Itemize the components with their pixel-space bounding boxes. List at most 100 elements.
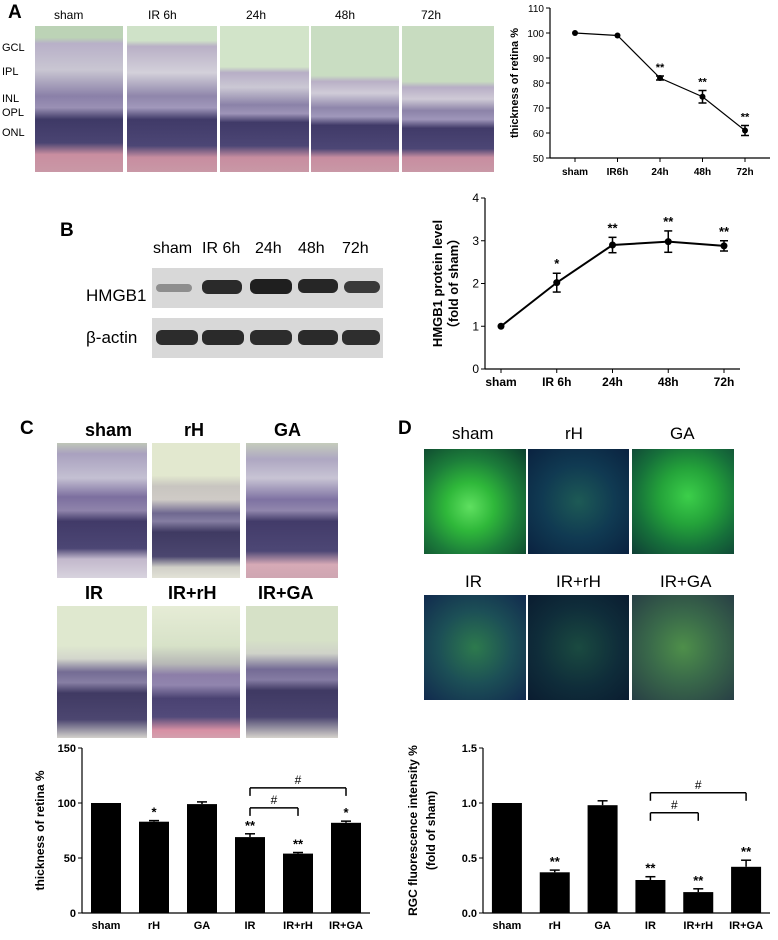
histology-image-ir-rh bbox=[152, 606, 240, 738]
y-tick-label: 1.0 bbox=[462, 798, 477, 810]
significance-label: * bbox=[554, 256, 560, 271]
data-point bbox=[699, 93, 706, 100]
x-tick-label: sham bbox=[92, 920, 121, 932]
blot-band bbox=[156, 330, 198, 345]
significance-label: * bbox=[151, 805, 157, 820]
comparison-label: # bbox=[271, 793, 278, 807]
western-blot-beta-actin bbox=[152, 318, 383, 358]
y-tick-label: 100 bbox=[527, 29, 544, 40]
band-label-beta-actin: β-actin bbox=[86, 328, 138, 347]
data-point bbox=[720, 242, 728, 250]
x-tick-label: rH bbox=[549, 920, 561, 932]
y-tick-label: 0 bbox=[70, 908, 76, 920]
histology-image-ir6h bbox=[127, 26, 217, 172]
x-tick-label: IR6h bbox=[607, 167, 629, 178]
data-point bbox=[614, 32, 621, 39]
y-tick-label: 3 bbox=[472, 234, 479, 248]
fluorescence-image-sham bbox=[424, 449, 526, 554]
histology-image-ga bbox=[246, 443, 338, 578]
lane-label-sham: sham bbox=[153, 240, 193, 257]
y-tick-label: 50 bbox=[533, 154, 545, 165]
western-blot-hmgb1 bbox=[152, 268, 383, 308]
layer-label-gcl: GCL bbox=[2, 42, 25, 54]
panel-d-label-sham: sham bbox=[452, 424, 494, 443]
blot-band bbox=[250, 279, 292, 294]
blot-band bbox=[250, 330, 292, 345]
x-tick-label: IR+rH bbox=[283, 920, 313, 932]
x-tick-label: GA bbox=[194, 920, 211, 932]
panel-c-label-sham: sham bbox=[85, 420, 133, 440]
y-tick-label: 110 bbox=[528, 4, 544, 15]
y-tick-label: 0 bbox=[472, 362, 479, 376]
histology-image-48h bbox=[311, 26, 399, 172]
y-tick-label: 1 bbox=[472, 319, 479, 333]
blot-band bbox=[202, 280, 242, 294]
data-point bbox=[497, 322, 505, 330]
significance-label: * bbox=[343, 805, 349, 820]
x-tick-label: rH bbox=[148, 920, 160, 932]
y-tick-label: 100 bbox=[58, 798, 76, 810]
data-point bbox=[664, 238, 672, 246]
blot-band bbox=[202, 330, 244, 345]
significance-label: ** bbox=[693, 873, 704, 888]
y-tick-label: 50 bbox=[64, 853, 76, 865]
bar bbox=[331, 822, 361, 913]
bar bbox=[491, 803, 522, 913]
panel-a-letter: A bbox=[8, 2, 22, 23]
blot-band bbox=[156, 284, 192, 292]
histology-image-ir bbox=[57, 606, 147, 738]
x-tick-label: 48h bbox=[694, 167, 711, 178]
y-tick-label: 2 bbox=[472, 277, 479, 291]
significance-label: ** bbox=[663, 214, 674, 229]
bar bbox=[91, 803, 121, 913]
panel-c-label-rh: rH bbox=[184, 420, 205, 440]
histology-image-24h bbox=[220, 26, 309, 172]
fluorescence-image-ir-rh bbox=[528, 595, 629, 700]
panel-d-label-ga: GA bbox=[670, 424, 695, 443]
significance-label: ** bbox=[656, 62, 665, 74]
band-label-hmgb1: HMGB1 bbox=[86, 286, 147, 305]
x-tick-label: IR+rH bbox=[683, 920, 713, 932]
panel-a-label-72h: 72h bbox=[421, 8, 442, 22]
y-axis-label: HMGB1 protein level bbox=[430, 220, 445, 347]
y-tick-label: 1.5 bbox=[462, 743, 477, 755]
x-tick-label: 48h bbox=[658, 375, 679, 389]
bar bbox=[283, 853, 313, 913]
significance-label: ** bbox=[293, 837, 304, 852]
x-tick-label: sham bbox=[562, 167, 588, 178]
significance-label: ** bbox=[719, 224, 730, 239]
panel-a-label-ir6h: IR 6h bbox=[148, 8, 177, 22]
bar bbox=[187, 804, 217, 913]
data-point bbox=[657, 75, 663, 81]
data-point bbox=[572, 30, 578, 36]
bar bbox=[683, 892, 714, 913]
layer-label-opl: OPL bbox=[2, 107, 25, 119]
bar bbox=[587, 805, 618, 913]
y-axis-label: RGC fluorescence intensity % bbox=[406, 745, 420, 916]
bar bbox=[139, 821, 169, 913]
panel-a-label-24h: 24h bbox=[246, 8, 267, 22]
x-tick-label: IR+GA bbox=[729, 920, 763, 932]
significance-label: ** bbox=[741, 844, 752, 859]
panel-a-label-48h: 48h bbox=[335, 8, 356, 22]
y-axis-label: thickness of retina % bbox=[33, 770, 47, 890]
blot-band bbox=[298, 330, 338, 345]
panel-c-label-ir: IR bbox=[85, 583, 103, 603]
data-point bbox=[742, 127, 748, 134]
y-tick-label: 90 bbox=[533, 54, 545, 65]
blot-band bbox=[298, 279, 338, 293]
x-tick-label: 24h bbox=[651, 167, 668, 178]
y-tick-label: 150 bbox=[58, 743, 76, 755]
data-point bbox=[553, 279, 561, 287]
x-tick-label: GA bbox=[594, 920, 611, 932]
fluorescence-image-ir-ga bbox=[632, 595, 734, 700]
lane-label-ir6h: IR 6h bbox=[202, 240, 241, 257]
y-tick-label: 4 bbox=[472, 191, 479, 205]
bar bbox=[235, 837, 265, 913]
x-tick-label: 72h bbox=[714, 375, 735, 389]
significance-label: ** bbox=[741, 112, 750, 124]
blot-band bbox=[342, 330, 380, 345]
panel-a-label-sham: sham bbox=[54, 8, 84, 22]
comparison-label: # bbox=[671, 798, 678, 812]
